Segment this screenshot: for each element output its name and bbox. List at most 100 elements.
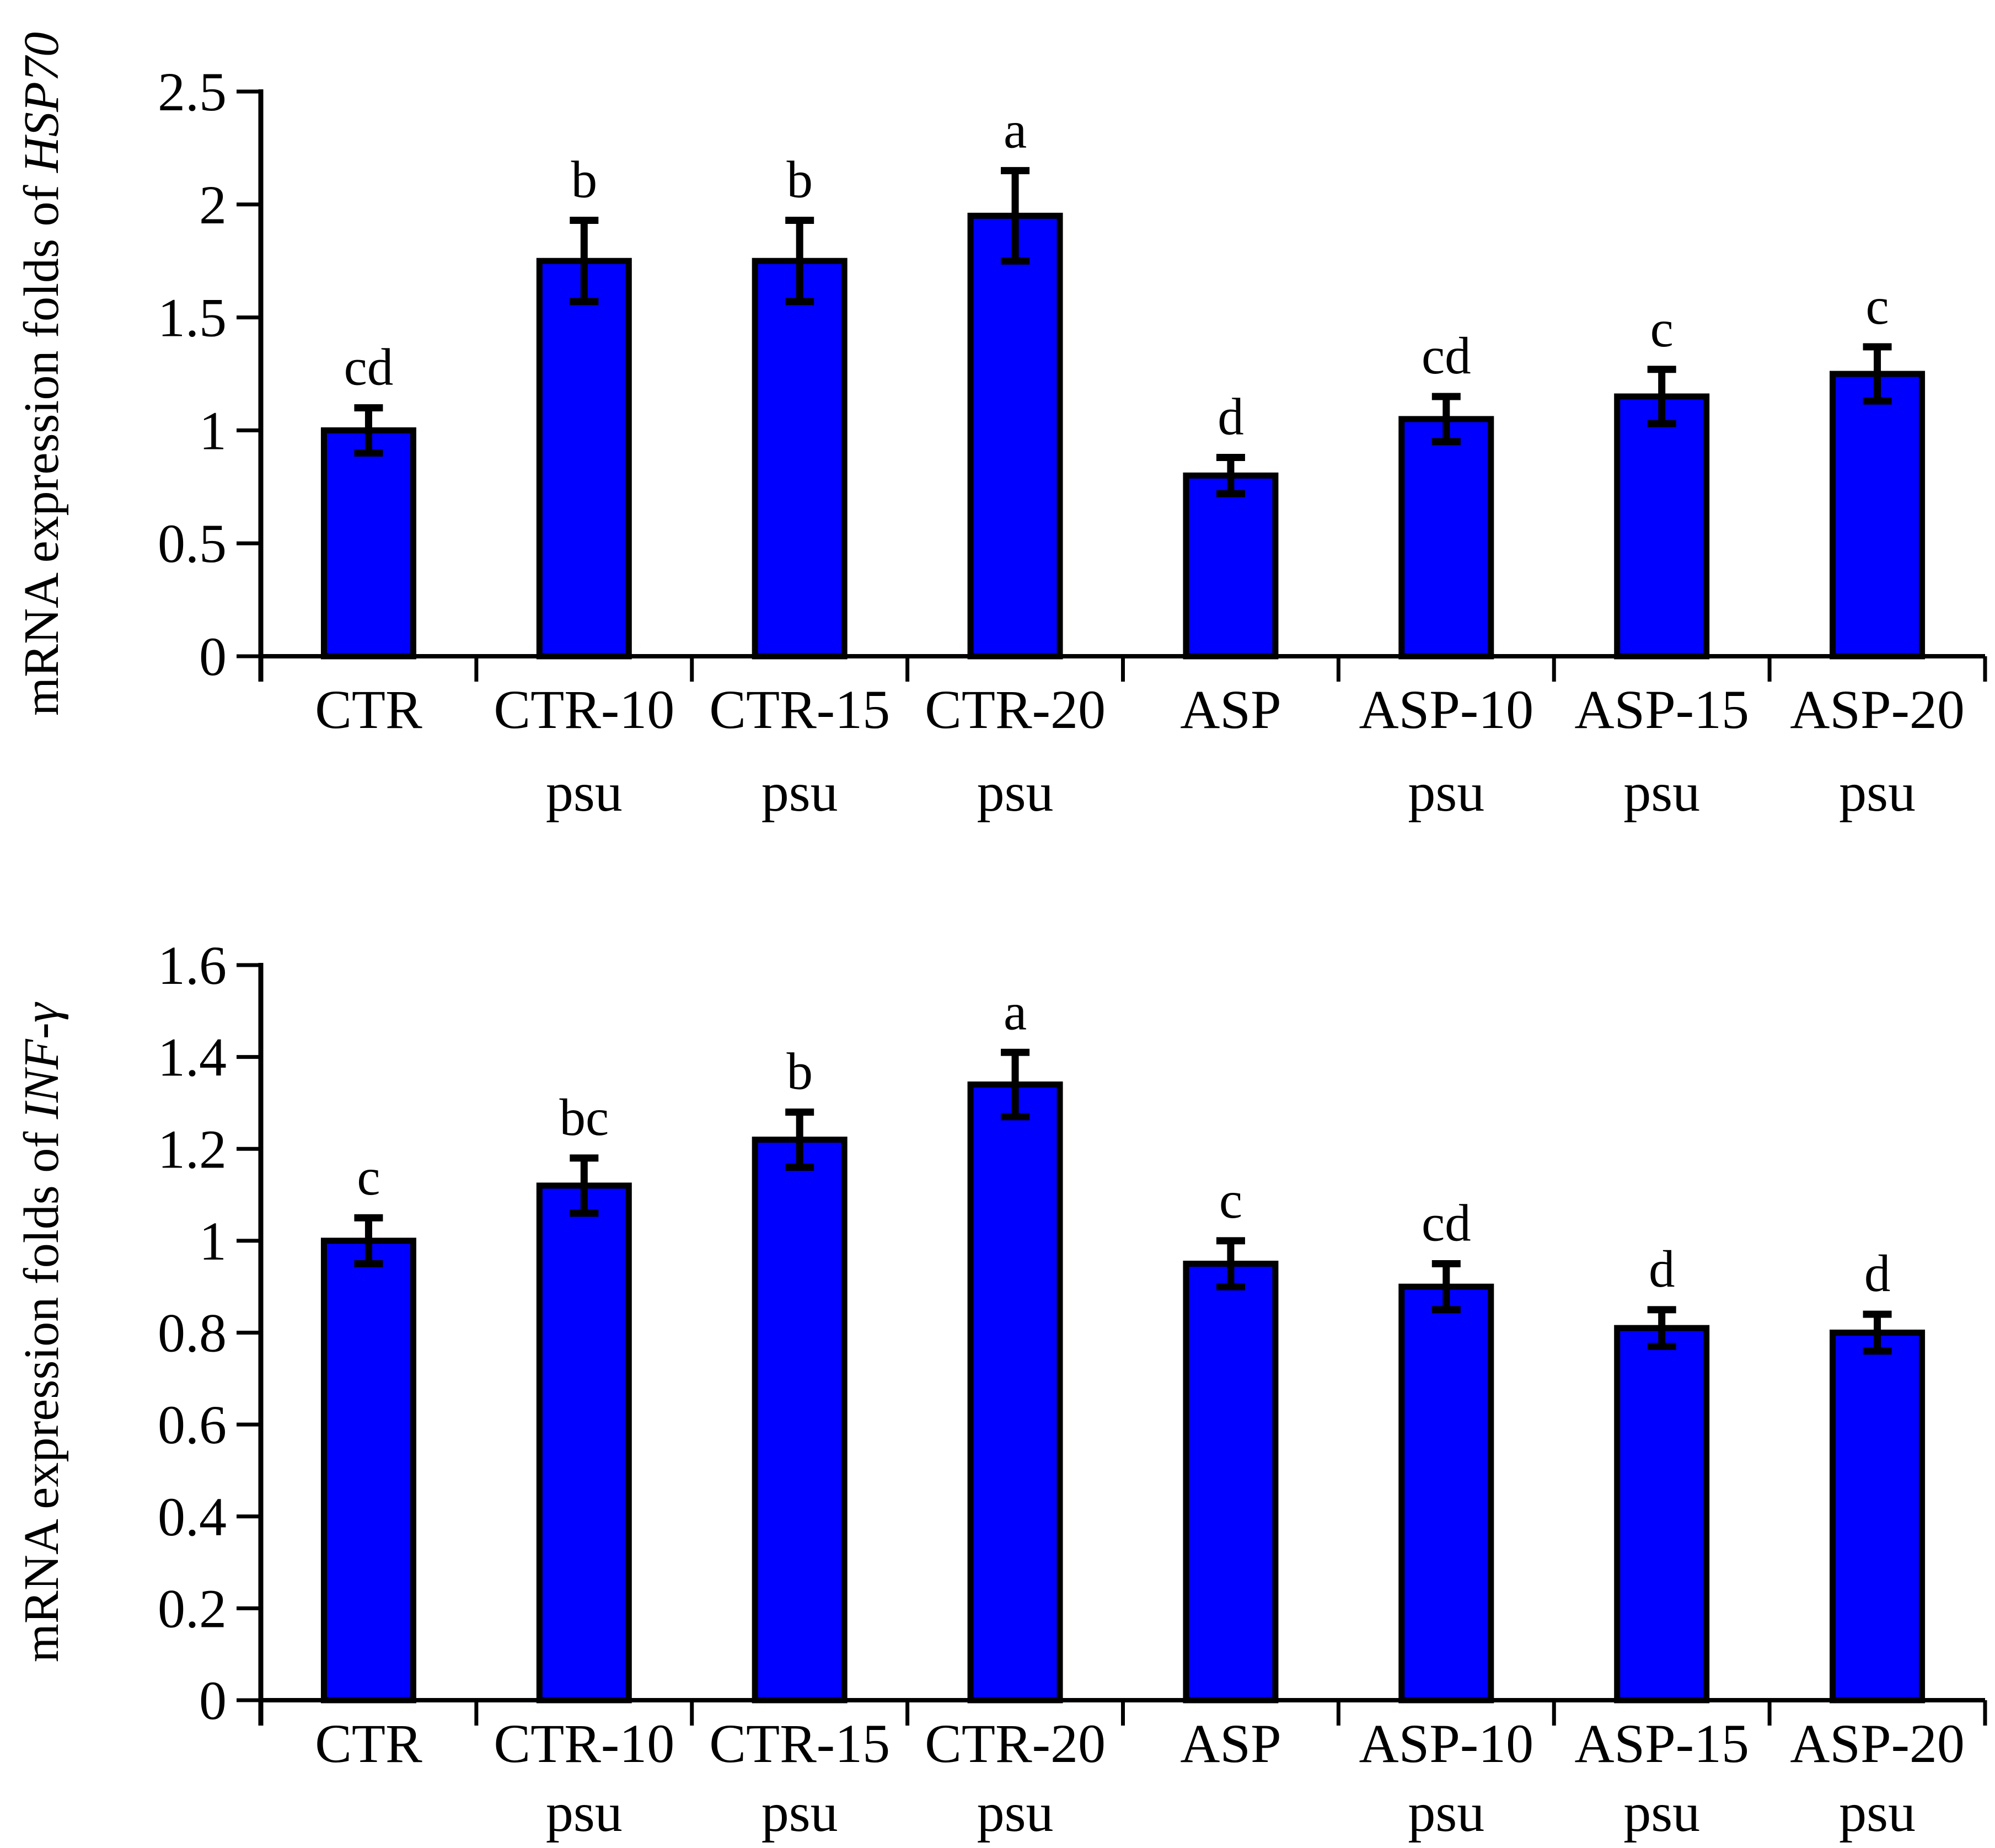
sig-letter-infg-0: c [357,1148,380,1206]
error-bar-hsp70-2 [785,216,814,306]
y-tick-label: 0.4 [158,1486,227,1547]
x-category-label-hsp70-5: ASP-10 [1359,679,1533,740]
error-bar-infg-1 [570,1154,599,1217]
bar-hsp70-0 [320,427,416,660]
error-bar-infg-6 [1647,1306,1676,1350]
x-category-label-hsp70-4: ASP [1180,679,1281,740]
bar-infg-7 [1830,1330,1926,1704]
hsp70-bar-chart: cd b b a d cd c c 0 0.5 1 1.5 2 2.5 CTR CTR-10 psu CTR-15… [14,32,1987,823]
x-category-label-line2-infg-5: psu [1408,1782,1484,1843]
sig-letter-hsp70-6: c [1650,299,1674,358]
sig-letter-infg-2: b [786,1042,813,1101]
x-category-label-infg-4: ASP [1180,1713,1281,1774]
error-bar-hsp70-5 [1431,393,1461,446]
bar-hsp70-6 [1614,393,1710,660]
x-category-label-line2-infg-3: psu [977,1782,1054,1843]
bar-infg-4 [1183,1261,1279,1704]
y-axis-label-prefix: mRNA expression folds of [14,1119,69,1662]
y-tick-label: 2 [199,174,227,235]
error-bar-infg-7 [1863,1310,1892,1355]
infg-bar-chart: c bc b a c cd d d 0 0.2 0.4 0.6 0.8 1 1.2 1.4 1.6 CTR CTR-… [14,935,1987,1843]
x-category-label-line2-infg-6: psu [1623,1782,1700,1843]
y-axis-label-prefix: mRNA expression folds of [14,173,69,716]
y-axis-label-infg: mRNA expression folds of INF-γ [14,1001,69,1662]
x-category-label-hsp70-3: CTR-20 [925,679,1106,740]
x-category-label-line2-infg-1: psu [546,1782,623,1843]
hsp70-chart-figure: cd b b a d cd c c 0 0.5 1 1.5 2 2.5 CTR CTR-10 psu CTR-15… [14,32,1987,823]
bar-hsp70-3 [967,212,1063,660]
x-category-label-line2-hsp70-7: psu [1839,762,1916,823]
error-bar-infg-0 [354,1214,383,1268]
bar-hsp70-5 [1398,416,1494,660]
sig-letter-hsp70-1: b [571,150,598,208]
y-tick-label: 0.5 [158,513,227,574]
error-bar-infg-2 [785,1108,814,1171]
sig-letter-hsp70-2: b [786,150,813,208]
x-category-label-line2-hsp70-5: psu [1408,762,1484,823]
x-category-label-line2-infg-2: psu [761,1782,838,1843]
sig-letter-infg-4: c [1219,1171,1242,1229]
error-bar-infg-5 [1431,1260,1461,1314]
x-category-label-hsp70-7: ASP-20 [1790,679,1965,740]
bar-hsp70-2 [752,258,848,660]
bar-infg-3 [967,1081,1063,1704]
infg-chart-figure: c bc b a c cd d d 0 0.2 0.4 0.6 0.8 1 1.2 1.4 1.6 CTR CTR-… [0,924,1995,1848]
y-tick-label: 0 [199,1670,227,1731]
error-bar-hsp70-7 [1863,343,1892,405]
x-category-label-hsp70-1: CTR-10 [494,679,674,740]
sig-letter-hsp70-0: cd [344,338,394,396]
x-category-label-infg-2: CTR-15 [709,1713,890,1774]
y-tick-label: 0.8 [158,1303,227,1364]
sig-letter-hsp70-5: cd [1422,326,1471,385]
sig-letter-infg-3: a [1004,982,1027,1041]
bar-infg-2 [752,1137,848,1704]
error-bar-hsp70-1 [570,216,599,306]
x-category-label-infg-3: CTR-20 [925,1713,1106,1774]
y-tick-label: 1.6 [158,935,227,996]
bar-hsp70-4 [1183,472,1279,660]
x-category-label-infg-5: ASP-10 [1359,1713,1533,1774]
y-tick-label: 1 [199,1210,227,1272]
error-bar-infg-3 [1001,1048,1030,1121]
sig-letter-infg-1: bc [559,1088,609,1147]
sig-letter-hsp70-4: d [1218,388,1244,446]
y-tick-label: 0 [199,626,227,687]
bar-infg-6 [1614,1325,1710,1704]
y-axis-label-gene: HSP70 [14,32,69,173]
sig-letter-infg-6: d [1649,1240,1675,1298]
error-bar-hsp70-0 [354,404,383,457]
x-category-label-infg-1: CTR-10 [494,1713,674,1774]
x-category-label-infg-0: CTR [315,1713,422,1774]
error-bar-hsp70-6 [1647,366,1676,427]
y-tick-label: 2.5 [158,61,227,122]
sig-letter-infg-7: d [1864,1244,1891,1303]
y-axis-label-gene: INF-γ [14,1001,69,1119]
y-tick-label: 1.5 [158,287,227,349]
bar-infg-5 [1398,1283,1494,1704]
x-category-label-infg-7: ASP-20 [1790,1713,1965,1774]
x-category-label-infg-6: ASP-15 [1574,1713,1749,1774]
x-category-label-line2-hsp70-1: psu [546,762,623,823]
x-category-label-line2-hsp70-3: psu [977,762,1054,823]
y-tick-label: 1.4 [158,1027,227,1088]
bar-infg-0 [320,1238,416,1704]
bar-hsp70-7 [1830,371,1926,660]
y-tick-label: 1.2 [158,1118,227,1180]
x-category-label-line2-infg-7: psu [1839,1782,1916,1843]
error-bar-hsp70-3 [1001,167,1030,265]
y-tick-label: 0.6 [158,1394,227,1455]
bar-infg-1 [536,1182,632,1704]
sig-letter-infg-5: cd [1422,1194,1471,1252]
x-category-label-hsp70-0: CTR [315,679,422,740]
y-tick-label: 1 [199,400,227,461]
y-axis-label-hsp70: mRNA expression folds of HSP70 [14,32,69,716]
x-category-label-hsp70-2: CTR-15 [709,679,890,740]
y-tick-label: 0.2 [158,1578,227,1639]
sig-letter-hsp70-3: a [1004,100,1027,159]
error-bar-infg-4 [1216,1237,1245,1290]
x-category-label-line2-hsp70-2: psu [761,762,838,823]
error-bar-hsp70-4 [1216,454,1245,497]
x-category-label-line2-hsp70-6: psu [1623,762,1700,823]
x-category-label-hsp70-6: ASP-15 [1574,679,1749,740]
